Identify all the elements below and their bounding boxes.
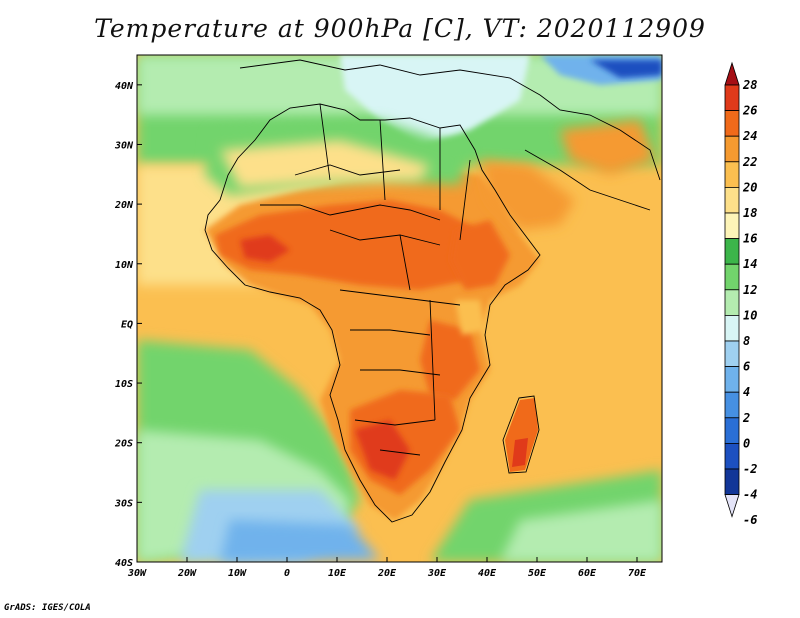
colorbar-swatch — [724, 442, 740, 470]
colorbar-label: 16 — [743, 232, 757, 246]
colorbar-label: 24 — [742, 129, 757, 143]
colorbar-label: -2 — [743, 462, 757, 476]
lon-tick-label: 40E — [478, 568, 497, 579]
lat-tick-label: 40N — [115, 81, 134, 92]
colorbar-label: 4 — [743, 385, 750, 399]
lon-tick-label: 0 — [284, 568, 290, 579]
colorbar-swatch — [724, 263, 740, 291]
lon-tick-label: 70E — [628, 568, 647, 579]
colorbar-swatch — [724, 417, 740, 444]
colorbar-label: 8 — [743, 334, 750, 348]
map-title: Temperature at 900hPa [C], VT: 202011290… — [94, 14, 706, 43]
lon-tick-label: 10E — [328, 568, 347, 579]
colorbar-label: 22 — [742, 155, 757, 169]
colorbar-swatch — [724, 391, 740, 419]
colorbar-swatch — [724, 110, 740, 137]
colorbar-label: -6 — [743, 513, 757, 527]
lat-tick-label: 10N — [115, 260, 134, 271]
colorbar-label: 12 — [743, 283, 757, 297]
colorbar-label: 26 — [742, 104, 757, 118]
colorbar-label: 6 — [743, 360, 750, 374]
colorbar-label: 14 — [743, 257, 757, 271]
lat-tick-label: EQ — [121, 319, 133, 330]
lon-tick-label: 30W — [127, 568, 147, 579]
colorbar-min-arrow — [724, 494, 740, 518]
lat-tick-label: 40S — [115, 558, 133, 569]
colorbar-label: 10 — [743, 308, 757, 322]
colorbar-label: 0 — [743, 436, 750, 450]
colorbar-swatch — [724, 186, 740, 214]
lon-tick-label: 20E — [377, 568, 397, 579]
colorbar-swatch — [724, 84, 740, 112]
colorbar-swatch — [724, 135, 740, 163]
colorbar-swatch — [724, 314, 740, 342]
colorbar-label: 2 — [742, 411, 750, 425]
colorbar-label: 18 — [743, 206, 757, 220]
lon-tick-label: 50E — [528, 568, 547, 579]
lon-tick-label: 30E — [427, 568, 447, 579]
colorbar-swatch — [724, 212, 740, 240]
colorbar-label: 20 — [742, 180, 757, 194]
colorbar-swatch — [724, 238, 740, 265]
colorbar-max-arrow — [724, 61, 740, 86]
lat-tick-label: 10S — [115, 379, 133, 390]
colorbar-label: 28 — [742, 78, 757, 92]
lat-tick-label: 30N — [114, 140, 134, 151]
latitude-axis: 40N 30N 20N 10N EQ 10S 20S 30S 40S — [114, 81, 142, 569]
lon-tick-label: 20W — [177, 568, 197, 579]
lat-tick-label: 20N — [114, 200, 134, 211]
coastlines — [204, 59, 661, 523]
grads-credit: GrADS: IGES/COLA — [4, 603, 91, 613]
colorbar-swatch — [724, 161, 740, 188]
temperature-field — [137, 55, 662, 562]
colorbar-label: -4 — [743, 488, 757, 502]
lat-tick-label: 20S — [114, 439, 133, 450]
colorbar-swatch — [724, 468, 740, 496]
colorbar-swatch — [724, 340, 740, 368]
lat-tick-label: 30S — [114, 498, 133, 509]
colorbar-swatch — [724, 289, 740, 316]
longitude-axis: 30W 20W 10W 0 10E 20E 30E 40E 50E 60E 70E — [127, 557, 647, 579]
colorbar-swatch — [724, 366, 740, 393]
lon-tick-label: 60E — [578, 568, 597, 579]
lon-tick-label: 10W — [228, 568, 247, 579]
plot-frame — [136, 54, 663, 563]
